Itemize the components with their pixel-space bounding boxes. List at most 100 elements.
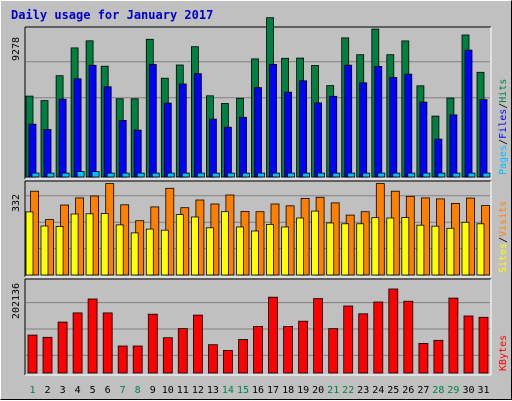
x-tick-label-20: 20 [312,385,324,396]
hits-panel-files-bar-7 [118,120,127,178]
x-tick-label-27: 27 [417,385,429,396]
kbytes-panel-kbytes-bar-20 [313,298,324,374]
hits-panel-legend-item-0: Pages [498,145,509,175]
x-tick-label-26: 26 [402,385,414,396]
x-tick-label-28: 28 [432,385,444,396]
visits-panel-sites-bar-5 [85,213,94,276]
visits-panel-sites-bar-8 [130,232,139,276]
kbytes-panel-kbytes-bar-22 [343,305,354,374]
visits-panel-sites-bar-23 [356,223,365,276]
hits-panel-files-bar-27 [419,101,428,178]
kbytes-panel-kbytes-bar-27 [418,342,429,374]
visits-panel-sites-bar-25 [386,217,395,276]
visits-panel-sites-bar-9 [145,228,154,276]
visits-panel-sites-bar-22 [341,223,350,276]
x-tick-label-16: 16 [252,385,264,396]
visits-panel-sites-bar-7 [115,224,124,276]
hits-panel-files-bar-3 [58,98,67,178]
x-tick-label-25: 25 [387,385,399,396]
hits-panel-pages-bar-19 [302,172,311,178]
hits-panel-pages-bar-30 [467,172,476,178]
hits-panel-pages-bar-9 [151,172,160,178]
visits-panel-sites-bar-15 [236,226,244,276]
kbytes-panel-kbytes-bar-4 [72,312,83,374]
hits-panel-pages-bar-26 [407,172,416,178]
kbytes-panel-kbytes-bar-31 [478,316,489,374]
x-tick-label-5: 5 [90,385,96,396]
hits-panel-ymax-label: 9278 [11,37,22,61]
hits-panel-pages-bar-22 [347,172,356,178]
hits-panel-files-bar-2 [43,129,52,178]
hits-panel-legend-item-2: Files [498,109,509,139]
kbytes-panel-kbytes-bar-25 [388,288,399,374]
hits-panel-legend: Pages/Files/Hits [498,79,509,175]
visits-panel-sites-bar-1 [25,211,34,276]
visits-panel-sites-bar-17 [266,223,274,276]
x-tick-label-13: 13 [207,385,219,396]
hits-panel-pages-bar-4 [76,171,85,178]
x-tick-label-8: 8 [135,385,141,396]
hits-panel-pages-bar-18 [287,172,296,178]
x-tick-label-15: 15 [237,385,249,396]
x-tick-label-31: 31 [477,385,489,396]
visits-panel-sites-bar-10 [160,229,169,276]
hits-panel-pages-bar-16 [257,172,265,178]
hits-panel-files-bar-31 [479,99,488,178]
x-tick-label-30: 30 [462,385,474,396]
hits-panel-pages-bar-27 [422,172,431,178]
hits-panel-pages-bar-10 [166,172,175,178]
x-tick-label-2: 2 [44,385,50,396]
visits-panel-sites-bar-12 [190,216,199,276]
kbytes-panel-kbytes-bar-26 [403,300,414,374]
hits-panel-files-bar-1 [28,123,37,178]
hits-panel-files-bar-28 [434,138,443,178]
x-tick-label-18: 18 [282,385,294,396]
kbytes-panel-kbytes-bar-8 [132,345,143,374]
kbytes-panel-kbytes-bar-28 [433,339,444,374]
hits-panel-files-bar-25 [389,77,398,178]
hits-panel-files-bar-18 [284,91,293,178]
visits-panel-sites-bar-29 [446,227,455,276]
hits-panel-pages-bar-6 [106,172,115,178]
hits-panel-files-bar-9 [148,64,157,178]
hits-panel-pages-bar-24 [377,172,386,178]
hits-panel-files-bar-15 [239,116,247,178]
hits-panel-pages-bar-28 [437,172,446,178]
kbytes-panel-kbytes-bar-9 [147,313,158,374]
kbytes-panel-kbytes-bar-11 [177,328,188,374]
chart-title: Daily usage for January 2017 [11,8,213,22]
hits-panel-files-bar-12 [193,73,202,178]
visits-panel-sites-bar-19 [296,217,305,276]
visits-panel-sites-bar-4 [70,213,79,276]
hits-panel-pages-bar-31 [482,172,491,178]
hits-panel-files-bar-13 [208,118,217,178]
hits-panel-files-bar-4 [73,78,82,178]
x-tick-label-21: 21 [327,385,339,396]
hits-panel-pages-bar-23 [362,172,371,178]
hits-panel-pages-bar-29 [452,172,461,178]
kbytes-panel-kbytes-bar-29 [448,297,459,374]
hits-panel-files-bar-10 [163,102,172,178]
hits-panel-pages-bar-3 [61,172,70,178]
hits-panel-files-bar-21 [329,95,338,178]
x-tick-label-22: 22 [342,385,354,396]
kbytes-panel-kbytes-bar-12 [192,314,203,374]
kbytes-panel-kbytes-bar-13 [207,344,218,374]
kbytes-panel-kbytes-bar-15 [238,339,248,374]
hits-panel-files-bar-23 [359,82,368,178]
kbytes-panel-kbytes-bar-3 [57,321,68,374]
hits-panel-pages-bar-1 [31,172,40,178]
kbytes-panel-kbytes-bar-2 [42,336,53,374]
visits-panel-sites-bar-27 [416,224,425,276]
hits-panel-legend-item-1: / [498,139,509,145]
hits-panel-legend-item-3: / [498,103,509,109]
kbytes-panel-kbytes-bar-17 [268,296,278,374]
hits-panel-legend-item-4: Hits [498,79,509,103]
kbytes-panel-kbytes-bar-19 [298,320,309,374]
x-tick-label-19: 19 [297,385,309,396]
hits-panel-files-bar-26 [404,73,413,178]
visits-panel-sites-bar-14 [220,211,229,276]
hits-panel-pages-bar-13 [211,172,220,178]
kbytes-panel-kbytes-bar-6 [102,312,113,374]
